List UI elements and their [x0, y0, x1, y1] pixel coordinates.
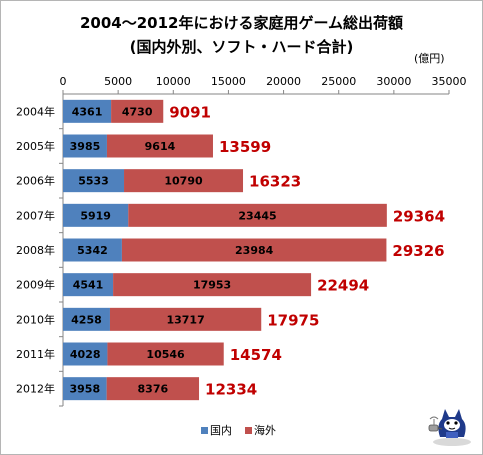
data-label-overseas: 17953	[193, 279, 231, 292]
x-tick-label: 30000	[376, 75, 411, 88]
x-tick-label: 35000	[432, 75, 467, 88]
category-label: 2005年	[16, 139, 55, 153]
data-label-overseas: 10546	[146, 348, 185, 361]
data-label-domestic: 4541	[73, 279, 104, 292]
category-label: 2007年	[16, 208, 55, 222]
legend-item-domestic: 国内	[201, 422, 232, 438]
bar-domestic	[63, 273, 114, 297]
data-label-domestic: 4028	[70, 348, 101, 361]
legend-label-overseas: 海外	[254, 424, 276, 437]
data-label-total: 17975	[267, 311, 319, 329]
bar-overseas	[106, 134, 213, 158]
bar-overseas	[109, 307, 262, 331]
data-label-total: 22494	[317, 277, 369, 295]
chart-subtitle: (国内外別、ソフト・ハード合計)	[129, 38, 354, 56]
data-label-total: 14574	[230, 346, 282, 364]
data-label-total: 29326	[392, 242, 444, 260]
data-label-overseas: 13717	[166, 313, 204, 326]
bar-domestic	[63, 99, 112, 123]
legend-swatch-overseas	[245, 426, 252, 434]
data-label-overseas: 23984	[235, 244, 274, 257]
data-label-total: 9091	[169, 103, 211, 121]
cat-mascot-icon	[428, 409, 471, 446]
x-tick-label: 10000	[156, 75, 191, 88]
data-label-total: 12334	[205, 381, 257, 399]
data-label-total: 29364	[393, 207, 445, 225]
data-label-overseas: 10790	[164, 175, 203, 188]
bar-overseas	[106, 377, 200, 401]
bar-domestic	[63, 203, 129, 227]
category-label: 2012年	[16, 382, 55, 396]
x-tick-label: 25000	[321, 75, 356, 88]
bar-domestic	[63, 307, 110, 331]
data-label-overseas: 8376	[138, 383, 169, 396]
data-label-overseas: 23445	[238, 209, 276, 222]
category-label: 2010年	[16, 312, 55, 326]
legend-item-overseas: 海外	[245, 422, 276, 438]
chart-title: 2004〜2012年における家庭用ゲーム総出荷額	[79, 14, 404, 32]
bar-overseas	[124, 169, 244, 193]
bar-overseas	[111, 99, 164, 123]
data-label-overseas: 4730	[122, 105, 153, 118]
x-tick-label: 20000	[266, 75, 301, 88]
bar-overseas	[128, 203, 387, 227]
category-label: 2006年	[16, 174, 55, 188]
legend-swatch-domestic	[201, 426, 208, 434]
data-label-domestic: 4361	[72, 105, 103, 118]
data-label-total: 13599	[219, 138, 271, 156]
data-label-domestic: 4258	[71, 313, 102, 326]
unit-label: (億円)	[414, 52, 445, 65]
x-tick-label: 5000	[104, 75, 132, 88]
category-label: 2008年	[16, 243, 55, 257]
category-label: 2011年	[16, 347, 55, 361]
bar-domestic	[63, 134, 107, 158]
legend-label-domestic: 国内	[210, 424, 232, 437]
data-label-domestic: 3958	[70, 383, 101, 396]
category-label: 2009年	[16, 278, 55, 292]
bar-domestic	[63, 238, 122, 262]
data-label-domestic: 3985	[70, 140, 101, 153]
data-label-domestic: 5919	[80, 209, 111, 222]
bar-domestic	[63, 377, 107, 401]
data-label-overseas: 9614	[145, 140, 176, 153]
category-label: 2004年	[16, 104, 55, 118]
x-tick-label: 0	[60, 75, 67, 88]
data-label-domestic: 5533	[78, 175, 109, 188]
bar-overseas	[107, 342, 224, 366]
data-label-total: 16323	[249, 173, 301, 191]
bar-overseas	[113, 273, 312, 297]
x-tick-label: 15000	[211, 75, 246, 88]
bar-domestic	[63, 169, 125, 193]
bar-overseas	[121, 238, 387, 262]
bar-domestic	[63, 342, 108, 366]
data-label-domestic: 5342	[77, 244, 108, 257]
